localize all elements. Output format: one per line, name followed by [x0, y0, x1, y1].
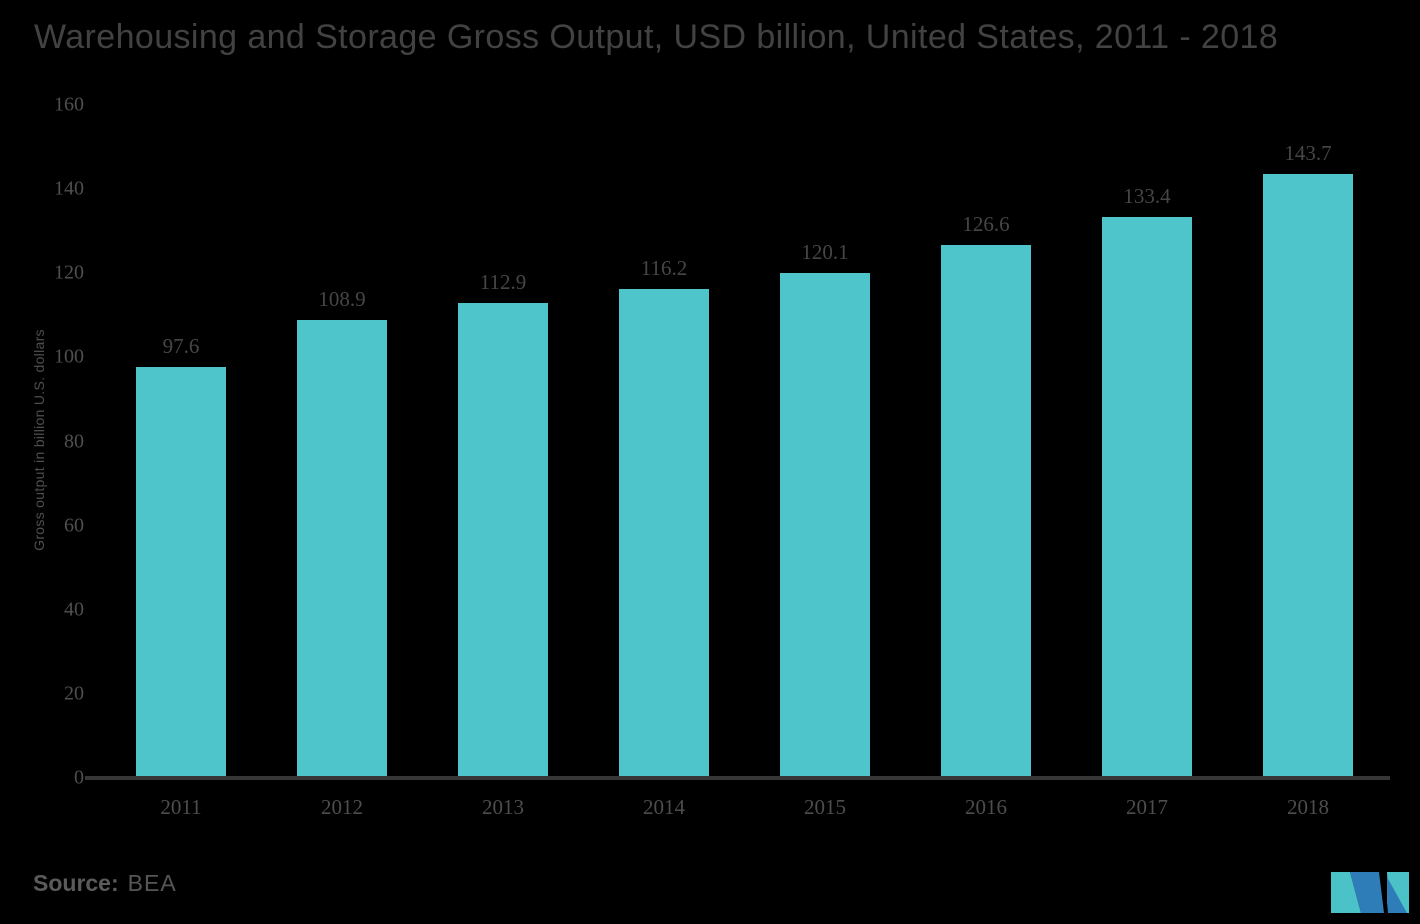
bar-value-label: 133.4 — [1123, 183, 1171, 208]
x-tick-label: 2012 — [321, 795, 363, 819]
x-tick-label: 2018 — [1287, 795, 1329, 819]
y-tick-label: 160 — [54, 93, 84, 116]
bar-2013 — [458, 303, 548, 776]
x-tick-label: 2016 — [965, 795, 1007, 819]
bar-2017 — [1102, 216, 1192, 776]
bar-2011 — [136, 367, 226, 776]
x-tick-label: 2014 — [643, 795, 685, 819]
bar-value-label: 126.6 — [962, 212, 1010, 237]
mordor-intelligence-logo — [1331, 872, 1409, 913]
x-tick-label: 2015 — [804, 795, 846, 819]
bar-value-label: 120.1 — [801, 239, 849, 264]
x-tick-label: 2017 — [1126, 795, 1168, 819]
bar-value-label: 112.9 — [479, 270, 527, 295]
bar-value-label: 116.2 — [640, 256, 688, 281]
y-tick-label: 40 — [64, 598, 84, 621]
bar-value-label: 97.6 — [162, 334, 200, 359]
bar-value-label: 108.9 — [318, 286, 366, 311]
bar-2014 — [619, 289, 709, 776]
y-tick-label: 0 — [74, 766, 84, 789]
y-tick-label: 20 — [64, 682, 84, 705]
x-tick-label: 2013 — [482, 795, 524, 819]
source-note: Source: BEA — [33, 870, 177, 897]
y-tick-label: 120 — [54, 261, 84, 284]
y-tick-label: 80 — [64, 430, 84, 452]
bar-2016 — [941, 245, 1031, 776]
bar-2018 — [1263, 173, 1353, 776]
y-tick-label: 100 — [54, 345, 84, 368]
y-tick-label: 140 — [54, 177, 84, 200]
bar-2012 — [297, 319, 387, 776]
x-tick-label: 2011 — [160, 795, 202, 819]
chart-title: Warehousing and Storage Gross Output, US… — [34, 18, 1279, 56]
y-tick-label: 60 — [64, 514, 84, 537]
source-value: BEA — [127, 870, 177, 896]
bar-value-label: 143.7 — [1284, 140, 1332, 165]
x-axis-line — [85, 776, 1390, 780]
source-label: Source: — [33, 870, 119, 896]
bar-2015 — [780, 272, 870, 776]
